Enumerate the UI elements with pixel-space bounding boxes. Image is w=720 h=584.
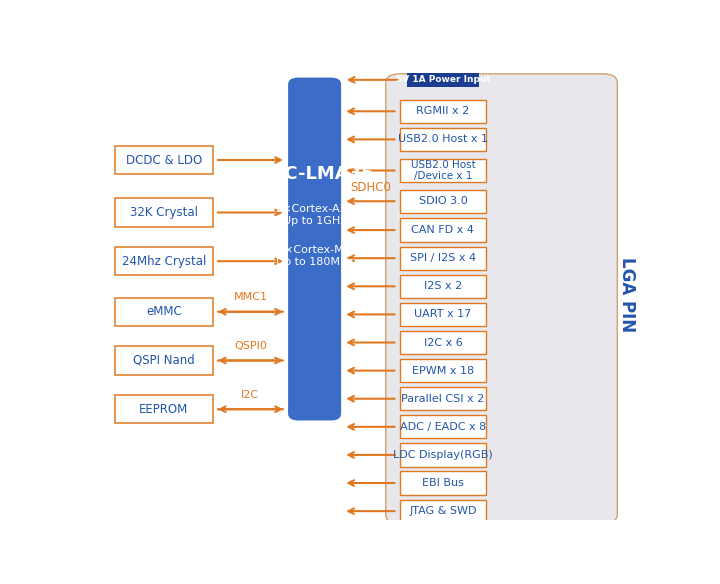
- Text: QSPI Nand: QSPI Nand: [133, 354, 195, 367]
- FancyBboxPatch shape: [400, 246, 486, 270]
- FancyBboxPatch shape: [115, 247, 213, 275]
- Text: I2C x 6: I2C x 6: [423, 338, 462, 347]
- FancyBboxPatch shape: [407, 72, 480, 87]
- FancyBboxPatch shape: [400, 387, 486, 411]
- FancyBboxPatch shape: [115, 146, 213, 174]
- Text: JTAG & SWD: JTAG & SWD: [409, 506, 477, 516]
- Text: 32K Crystal: 32K Crystal: [130, 206, 198, 219]
- Text: CAN FD x 4: CAN FD x 4: [412, 225, 474, 235]
- FancyBboxPatch shape: [400, 499, 486, 523]
- FancyBboxPatch shape: [400, 415, 486, 439]
- FancyBboxPatch shape: [400, 159, 486, 182]
- FancyBboxPatch shape: [288, 78, 341, 420]
- Text: eMMC: eMMC: [146, 305, 182, 318]
- Text: 1×Cortex-M4
Up to 180Mhz: 1×Cortex-M4 Up to 180Mhz: [276, 245, 353, 267]
- Text: EBI Bus: EBI Bus: [422, 478, 464, 488]
- Text: I2S x 2: I2S x 2: [424, 281, 462, 291]
- FancyBboxPatch shape: [115, 298, 213, 326]
- Text: 24Mhz Crystal: 24Mhz Crystal: [122, 255, 206, 267]
- FancyBboxPatch shape: [400, 274, 486, 298]
- FancyBboxPatch shape: [400, 443, 486, 467]
- FancyBboxPatch shape: [400, 128, 486, 151]
- Text: UART x 17: UART x 17: [414, 310, 472, 319]
- FancyBboxPatch shape: [115, 346, 213, 374]
- Text: I2C: I2C: [241, 390, 259, 400]
- Text: SDIO 3.0: SDIO 3.0: [418, 196, 467, 206]
- FancyBboxPatch shape: [400, 359, 486, 383]
- FancyBboxPatch shape: [115, 199, 213, 227]
- FancyBboxPatch shape: [386, 74, 617, 523]
- Text: MYC-LMA35: MYC-LMA35: [255, 165, 374, 183]
- FancyBboxPatch shape: [400, 303, 486, 326]
- Text: 5V 1A Power Input: 5V 1A Power Input: [396, 75, 490, 84]
- Text: LGA PIN: LGA PIN: [618, 258, 636, 332]
- Text: QSPI0: QSPI0: [234, 341, 267, 351]
- Text: USB2.0 Host x 1: USB2.0 Host x 1: [398, 134, 488, 144]
- Text: 2×Cortex-A35
Up to 1GHz: 2×Cortex-A35 Up to 1GHz: [275, 204, 354, 225]
- FancyBboxPatch shape: [400, 218, 486, 242]
- Text: MMC1: MMC1: [233, 293, 267, 303]
- Text: EPWM x 18: EPWM x 18: [412, 366, 474, 376]
- Text: Parallel CSI x 2: Parallel CSI x 2: [401, 394, 485, 404]
- Text: ADC / EADC x 8: ADC / EADC x 8: [400, 422, 486, 432]
- FancyBboxPatch shape: [115, 395, 213, 423]
- Text: LDC Display(RGB): LDC Display(RGB): [393, 450, 492, 460]
- Text: SPI / I2S x 4: SPI / I2S x 4: [410, 253, 476, 263]
- FancyBboxPatch shape: [400, 100, 486, 123]
- FancyBboxPatch shape: [400, 190, 486, 213]
- FancyBboxPatch shape: [400, 331, 486, 354]
- Text: SDHC0: SDHC0: [350, 180, 391, 194]
- Text: RGMII x 2: RGMII x 2: [416, 106, 469, 116]
- Text: EEPROM: EEPROM: [139, 403, 189, 416]
- Text: USB2.0 Host
/Device x 1: USB2.0 Host /Device x 1: [410, 159, 475, 181]
- FancyBboxPatch shape: [400, 471, 486, 495]
- Text: DCDC & LDO: DCDC & LDO: [126, 154, 202, 166]
